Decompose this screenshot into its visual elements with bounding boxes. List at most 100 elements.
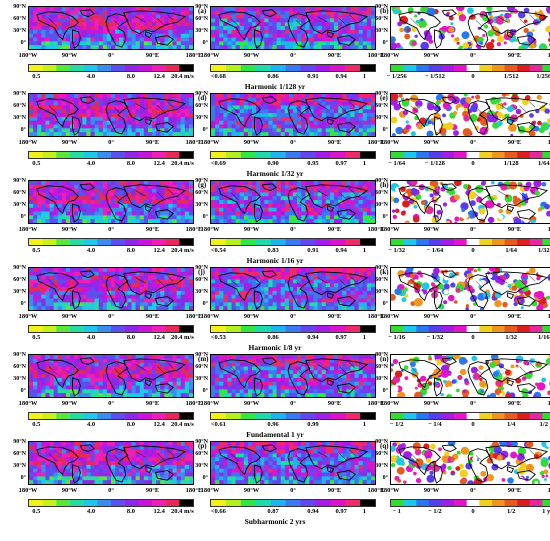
panel-label: (d) (198, 94, 207, 102)
lon-tick-label: 180°E (547, 487, 550, 494)
colorbar-tick-label: 0 (471, 160, 475, 167)
colorbar-tick-label: <0.53 (210, 334, 226, 341)
lat-tick-label: 0° (382, 40, 388, 46)
colorbar-tick-label: 1 (362, 334, 366, 341)
colorbar-tick-label: 0 (471, 334, 475, 341)
colorbar-tick-label: 1/32 yr (538, 247, 550, 254)
lon-tick-label: 180°W (18, 487, 38, 494)
lon-tick-label: 0° (290, 487, 296, 494)
colorbar-tick-label: − 1 (392, 508, 401, 515)
lat-tick-label: 60°N (375, 190, 388, 196)
lat-tick-label: 30°N (195, 463, 208, 469)
lat-tick-label: 30°N (195, 115, 208, 121)
colorbar-tick-label: 20.4 m/s (171, 334, 194, 341)
lat-tick-label: 90°N (13, 4, 26, 10)
colorbar-tick-label: 20.4 m/s (171, 160, 194, 167)
lon-tick-label: 180°E (185, 313, 203, 320)
colorbar-tick-label: 0.5 (32, 247, 41, 254)
lat-tick-label: 0° (382, 214, 388, 220)
map-plot (28, 441, 194, 485)
colorbar-amp (28, 325, 194, 333)
lat-tick-label: 0° (20, 475, 26, 481)
colorbar-tick-label: 0.97 (335, 334, 347, 341)
colorbar-tick-label: 4.0 (87, 247, 96, 254)
colorbar-tick-label: 1/32 (505, 334, 517, 341)
lon-tick-label: 180°W (200, 139, 220, 146)
lon-tick-label: 180°W (380, 226, 400, 233)
map-panel-q: 90°N 60°N 30°N 0° 180°W 90°W 0° 90°E 180°E (q) (195, 439, 388, 494)
lon-tick-label: 180°E (547, 226, 550, 233)
lon-tick-label: 90°W (423, 400, 440, 407)
lon-tick-label: 90°W (423, 487, 440, 494)
lat-tick-label: 90°N (13, 439, 26, 445)
lon-tick-label: 90°E (327, 52, 342, 59)
colorbar-tick-label: 0.90 (267, 160, 279, 167)
colorbar-tick-label: − 1/2 (389, 421, 404, 428)
lat-tick-label: 30°N (375, 202, 388, 208)
lon-tick-label: 90°W (61, 226, 78, 233)
panel-label: (q) (380, 442, 389, 450)
panel-label: (h) (380, 181, 389, 189)
colorbar-tick-label: 1 (362, 508, 366, 515)
lon-tick-label: 0° (470, 52, 476, 59)
colorbar-tick-label: 1/128 (503, 160, 519, 167)
lat-tick-label: 0° (382, 127, 388, 133)
colorbar-tick-label: 8.0 (126, 247, 135, 254)
colorbar-tick-label: 0.94 (335, 247, 347, 254)
lon-tick-label: 90°E (145, 139, 160, 146)
lon-tick-label: 180°E (547, 52, 550, 59)
map-plot (390, 441, 550, 485)
lat-tick-label: 60°N (375, 103, 388, 109)
colorbar-tick-label: 8.0 (126, 73, 135, 80)
lat-tick-label: 90°N (195, 265, 208, 271)
lat-tick-label: 0° (202, 301, 208, 307)
row-title: Harmonic 1/8 yr (248, 343, 302, 352)
colorbar-tick-label: 0.5 (32, 508, 41, 515)
colorbar-tick-label: 0.5 (32, 73, 41, 80)
colorbar-phase (390, 64, 550, 72)
lat-tick-label: 30°N (375, 463, 388, 469)
lon-tick-label: 180°W (18, 313, 38, 320)
lat-tick-label: 60°N (13, 364, 26, 370)
map-panel-a: 90°N 60°N 30°N 0° 180°W 90°W 0° 90°E 180°E (a) (13, 4, 206, 59)
colorbar-tick-label: 0 (471, 421, 475, 428)
lon-tick-label: 180°W (18, 139, 38, 146)
lat-tick-label: 30°N (13, 289, 26, 295)
colorbar-tick-label: 1 yr (542, 508, 550, 515)
lat-tick-label: 30°N (13, 463, 26, 469)
lat-tick-label: 60°N (13, 451, 26, 457)
lat-tick-label: 90°N (13, 178, 26, 184)
lon-tick-label: 180°W (200, 313, 220, 320)
colorbar-corr (210, 238, 376, 246)
colorbar-amp (28, 238, 194, 246)
lat-tick-label: 60°N (375, 16, 388, 22)
lon-tick-label: 180°E (547, 400, 550, 407)
lon-tick-label: 180°W (380, 139, 400, 146)
colorbar-tick-label: 1/256 yr (536, 73, 550, 80)
lat-tick-label: 60°N (195, 451, 208, 457)
map-plot (390, 354, 550, 398)
map-plot (28, 93, 194, 137)
lon-tick-label: 180°E (367, 400, 385, 407)
colorbar-tick-label: 1/64 yr (538, 160, 550, 167)
colorbar-tick-label: 0.94 (307, 334, 319, 341)
colorbar-tick-label: 20.4 m/s (171, 73, 194, 80)
map-plot (210, 441, 376, 485)
colorbar-phase (390, 151, 550, 159)
colorbar-tick-label: 0.99 (307, 421, 319, 428)
lon-tick-label: 90°W (423, 313, 440, 320)
colorbar-tick-label: − 1/32 (388, 247, 406, 254)
lon-tick-label: 0° (290, 226, 296, 233)
lat-tick-label: 30°N (13, 202, 26, 208)
lat-tick-label: 0° (202, 40, 208, 46)
colorbar-tick-label: 0.5 (32, 160, 41, 167)
lon-tick-label: 0° (108, 139, 114, 146)
lon-tick-label: 0° (470, 487, 476, 494)
map-panel-d: 90°N 60°N 30°N 0° 180°W 90°W 0° 90°E 180°E (d) (13, 91, 206, 146)
lon-tick-label: 180°E (367, 139, 385, 146)
lon-tick-label: 180°W (380, 400, 400, 407)
lon-tick-label: 90°E (145, 52, 160, 59)
lat-tick-label: 0° (20, 127, 26, 133)
